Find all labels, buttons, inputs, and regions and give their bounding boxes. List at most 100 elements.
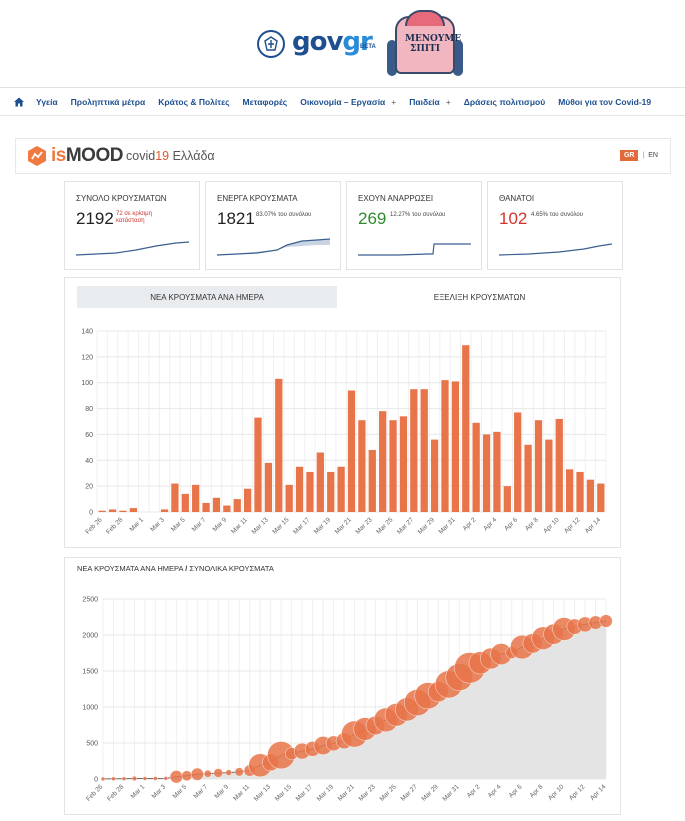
x-tick-label: Mar 11 xyxy=(230,516,249,535)
govgr-logo-gov: gov xyxy=(292,27,343,57)
lang-gr-button[interactable]: GR xyxy=(619,150,639,161)
home-icon[interactable] xyxy=(14,97,24,107)
x-tick-label: Apr 10 xyxy=(547,783,566,802)
x-tick-label: Mar 27 xyxy=(396,516,416,536)
x-tick-label: Apr 4 xyxy=(482,516,498,532)
chart2-title-slash: / xyxy=(185,564,188,573)
bar xyxy=(316,452,324,512)
bar xyxy=(555,418,563,512)
stat-card-active: ΕΝΕΡΓΑ ΚΡΟΥΣΜΑΤΑ 1821 83.07% του συνόλου xyxy=(205,181,341,270)
x-tick-label: Mar 17 xyxy=(292,516,312,536)
x-tick-label: Mar 3 xyxy=(149,516,166,533)
nav-item-preventive-measures[interactable]: Προληπτικά μέτρα xyxy=(70,96,146,107)
bar xyxy=(212,497,221,512)
bar xyxy=(202,502,210,512)
y-tick-label: 100 xyxy=(81,380,93,387)
bar xyxy=(566,469,574,512)
y-tick-label: 20 xyxy=(85,484,93,491)
sparkline-total xyxy=(76,241,189,256)
stat-value: 1821 xyxy=(217,209,255,228)
bar xyxy=(337,466,345,512)
bar xyxy=(586,479,595,512)
stat-percent-note: 83.07% του συνόλου xyxy=(256,212,312,218)
data-bubble xyxy=(213,768,223,778)
ismood-wordmark-mood: MOOD xyxy=(65,145,124,166)
y-tick-label: 2000 xyxy=(82,633,98,640)
x-tick-label: Mar 1 xyxy=(128,516,145,533)
greek-emblem-icon[interactable] xyxy=(257,30,285,58)
tab-daily-cases[interactable]: ΝΕΑ ΚΡΟΥΣΜΑΤΑ ΑΝΑ ΗΜΕΡΑ xyxy=(77,286,337,308)
lang-separator: | xyxy=(642,152,645,159)
data-bubble xyxy=(131,775,137,782)
ismood-header: isMOOD covid19 Ελλάδα GR | EN xyxy=(15,138,671,174)
nav-item-state-citizens[interactable]: Κράτος & Πολίτες xyxy=(158,96,230,107)
nav-item-transport[interactable]: Μεταφορές xyxy=(242,96,288,107)
x-tick-label: Mar 5 xyxy=(170,516,187,533)
x-tick-label: Feb 26 xyxy=(84,516,104,536)
govgr-logo[interactable]: govgr xyxy=(292,27,373,57)
nav-expand-icon[interactable]: + xyxy=(445,96,451,107)
x-tick-label: Mar 13 xyxy=(253,783,273,803)
y-tick-label: 1500 xyxy=(82,669,98,676)
nav-item-health[interactable]: Υγεία xyxy=(36,96,58,107)
data-bubble xyxy=(163,776,169,781)
stay-home-line2: ΣΠΙΤΙ xyxy=(410,44,440,54)
bar xyxy=(254,417,262,512)
data-bubble xyxy=(169,770,183,784)
y-tick-label: 0 xyxy=(89,510,93,517)
title-country: Ελλάδα xyxy=(172,149,215,163)
nav-expand-icon[interactable]: + xyxy=(391,96,397,107)
x-tick-label: Mar 7 xyxy=(191,516,208,533)
bar xyxy=(306,471,314,512)
x-tick-label: Mar 15 xyxy=(271,516,291,536)
page-title: covid19 Ελλάδα xyxy=(126,149,215,163)
beta-badge: BETA xyxy=(360,44,376,50)
x-tick-label: Mar 31 xyxy=(441,783,461,803)
data-bubble xyxy=(181,770,193,782)
data-bubble xyxy=(599,614,613,628)
nav-item-covid-myths[interactable]: Μύθοι για τον Covid-19 xyxy=(558,96,652,107)
data-bubble xyxy=(100,776,106,782)
stay-home-logo[interactable]: ΜΕΝΟΥΜΕ ΣΠΙΤΙ xyxy=(387,10,463,78)
data-bubble xyxy=(121,776,127,781)
ismood-mark-icon xyxy=(28,146,46,166)
x-tick-label: Mar 19 xyxy=(316,783,336,803)
x-tick-label: Apr 8 xyxy=(529,783,545,799)
bar xyxy=(389,420,397,512)
site-header: govgr BETA ΜΕΝΟΥΜΕ ΣΠΙΤΙ xyxy=(0,0,685,88)
x-tick-label: Mar 5 xyxy=(172,783,189,800)
nav-item-culture[interactable]: Δράσεις πολιτισμού xyxy=(463,96,546,107)
nav-item-economy-work[interactable]: Οικονομία – Εργασία + xyxy=(300,97,396,107)
tab-case-evolution[interactable]: ΕΞΕΛΙΞΗ ΚΡΟΥΣΜΑΤΩΝ xyxy=(433,292,526,302)
bar xyxy=(181,493,189,512)
x-tick-label: Mar 23 xyxy=(354,516,374,536)
y-tick-label: 60 xyxy=(85,432,93,439)
x-tick-label: Mar 11 xyxy=(232,783,251,802)
stat-label: ΕΝΕΡΓΑ ΚΡΟΥΣΜΑΤΑ xyxy=(217,194,298,203)
lang-en-button[interactable]: EN xyxy=(648,152,658,159)
y-tick-label: 40 xyxy=(85,458,93,465)
y-tick-label: 0 xyxy=(94,777,98,784)
x-tick-label: Mar 27 xyxy=(400,783,420,803)
nav-item-education[interactable]: Παιδεία + xyxy=(409,97,450,107)
data-bubble xyxy=(234,767,244,777)
sparkline-recovered xyxy=(358,243,471,256)
critical-note-line1: 72 σε κρίσιμη xyxy=(116,211,152,217)
bar xyxy=(243,488,252,512)
stay-home-text: ΜΕΝΟΥΜΕ ΣΠΙΤΙ xyxy=(405,34,461,54)
bar xyxy=(119,510,127,512)
y-tick-label: 80 xyxy=(85,406,93,413)
ismood-logo[interactable]: isMOOD xyxy=(26,145,123,167)
bar xyxy=(327,471,335,512)
bar xyxy=(462,345,470,512)
bar xyxy=(493,431,501,512)
bar xyxy=(430,439,439,512)
x-tick-label: Mar 19 xyxy=(313,516,333,536)
bar xyxy=(358,420,366,512)
bar xyxy=(441,380,449,512)
x-tick-label: Apr 8 xyxy=(524,516,540,532)
stay-home-left-figure xyxy=(387,40,397,76)
bar xyxy=(347,390,356,512)
